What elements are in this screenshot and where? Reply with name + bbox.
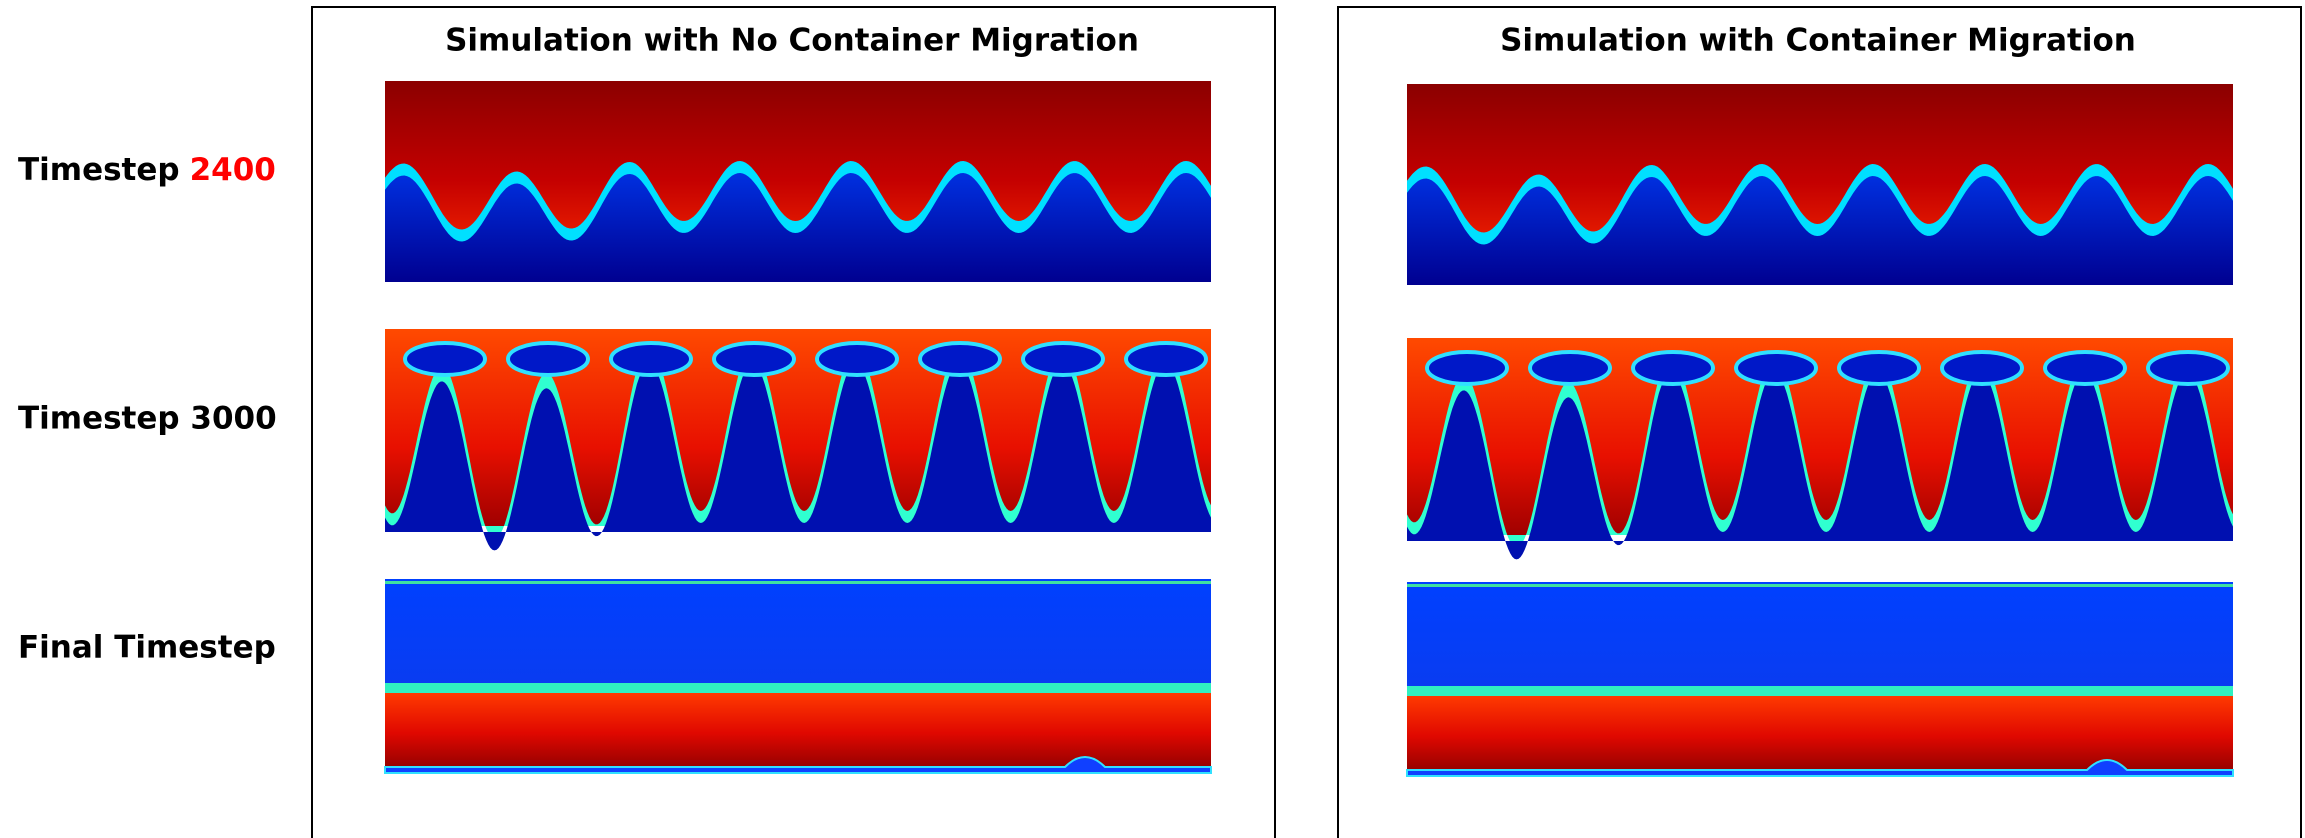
fluid-blue xyxy=(1407,582,2233,692)
interface xyxy=(1407,686,2233,696)
row-label-highlight: 2400 xyxy=(190,152,276,188)
row-label-text: Timestep xyxy=(18,152,180,188)
row-label: Timestep 2400 xyxy=(18,152,276,188)
plume-head xyxy=(1839,352,1919,384)
fluid-blue xyxy=(385,579,1211,689)
simulation-image xyxy=(385,579,1211,773)
plume-head xyxy=(2045,352,2125,384)
plume-head xyxy=(611,343,691,375)
plume-head xyxy=(508,343,588,375)
row-label: Final Timestep xyxy=(18,630,276,666)
plume-head xyxy=(1126,343,1206,375)
plume-head xyxy=(1633,352,1713,384)
plume-head xyxy=(1942,352,2022,384)
simulation-image xyxy=(1407,338,2233,559)
plume-head xyxy=(714,343,794,375)
simulation-image xyxy=(385,81,1211,282)
plume-head xyxy=(1023,343,1103,375)
interface xyxy=(1407,584,2233,587)
plume-head xyxy=(405,343,485,375)
panel-title: Simulation with Container Migration xyxy=(1500,23,2136,59)
plume-head xyxy=(1736,352,1816,384)
plume-head xyxy=(920,343,1000,375)
plume-head xyxy=(2148,352,2228,384)
panel-title: Simulation with No Container Migration xyxy=(445,23,1139,59)
interface xyxy=(385,683,1211,693)
simulation-image xyxy=(385,329,1211,550)
simulation-image xyxy=(1407,582,2233,776)
plume-head xyxy=(1530,352,1610,384)
simulation-image xyxy=(1407,84,2233,285)
interface xyxy=(385,581,1211,584)
plume-head xyxy=(817,343,897,375)
plume-head xyxy=(1427,352,1507,384)
row-label: Timestep 3000 xyxy=(18,401,277,437)
figure: Simulation with No Container Migration S… xyxy=(0,0,2305,838)
